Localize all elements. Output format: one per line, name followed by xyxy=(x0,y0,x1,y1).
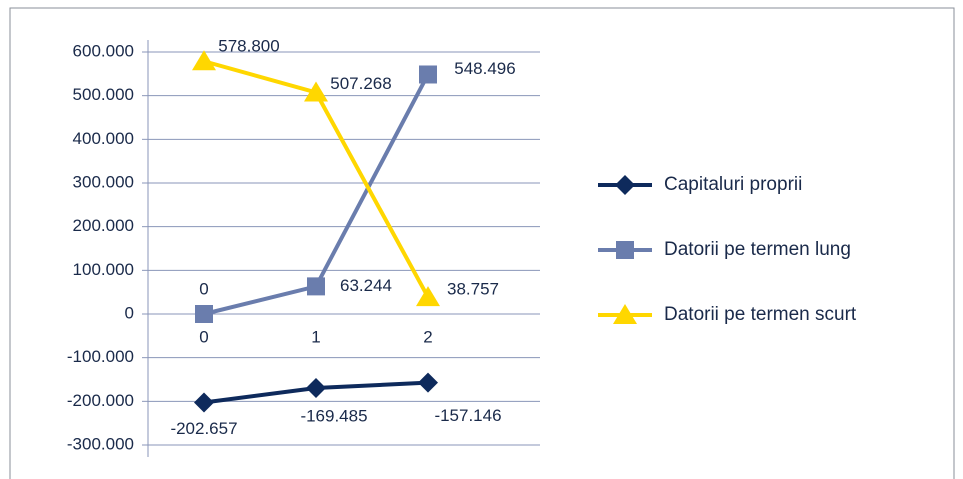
data-label: -169.485 xyxy=(300,406,367,425)
y-tick-label: -100.000 xyxy=(67,347,134,366)
chart-frame xyxy=(9,7,955,479)
marker xyxy=(304,81,328,102)
marker xyxy=(307,277,325,296)
data-label: -202.657 xyxy=(170,419,237,438)
legend-marker xyxy=(613,304,637,324)
legend-marker xyxy=(616,241,634,259)
legend-marker xyxy=(615,175,635,195)
data-label: 63.244 xyxy=(340,276,392,295)
data-label: 0 xyxy=(199,279,208,298)
data-label: 548.496 xyxy=(454,59,515,78)
marker xyxy=(416,286,440,307)
marker xyxy=(306,378,326,399)
y-tick-label: 300.000 xyxy=(73,172,134,191)
legend-label: Datorii pe termen lung xyxy=(664,239,851,260)
y-tick-label: 200.000 xyxy=(73,216,134,235)
marker xyxy=(192,50,216,71)
y-tick-label: -300.000 xyxy=(67,434,134,453)
data-label: 578.800 xyxy=(218,37,279,56)
x-tick-label: 2 xyxy=(423,327,432,346)
data-label: -157.146 xyxy=(434,406,501,425)
marker xyxy=(194,392,214,413)
marker xyxy=(418,372,438,393)
x-tick-label: 1 xyxy=(311,327,320,346)
legend-label: Datorii pe termen scurt xyxy=(664,304,857,325)
y-tick-label: 0 xyxy=(125,303,134,322)
y-tick-label: 500.000 xyxy=(73,85,134,104)
marker xyxy=(195,305,213,323)
y-tick-label: 600.000 xyxy=(73,41,134,60)
marker xyxy=(419,65,437,84)
legend: Capitaluri proprii Datorii pe termen lung… xyxy=(598,174,857,325)
y-tick-label: -200.000 xyxy=(67,391,134,410)
x-tick-label: 0 xyxy=(199,327,208,346)
data-label: 38.757 xyxy=(447,280,499,299)
data-label: 507.268 xyxy=(330,74,391,93)
y-tick-label: 100.000 xyxy=(73,260,134,279)
y-tick-label: 400.000 xyxy=(73,129,134,148)
legend-label: Capitaluri proprii xyxy=(664,174,802,195)
